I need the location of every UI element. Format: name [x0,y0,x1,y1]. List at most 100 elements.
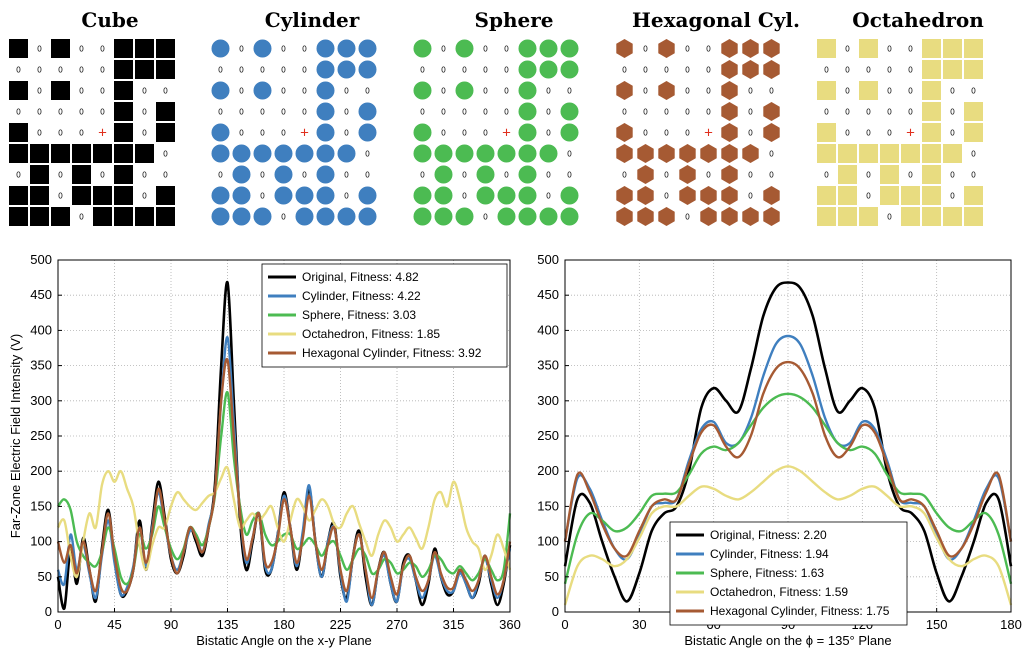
particle [679,186,696,205]
particle [964,102,983,121]
particle [358,60,377,79]
empty-cell-label: 0 [441,129,446,138]
particle [817,186,836,205]
particle [9,144,28,163]
particle [817,123,836,142]
particle [964,186,983,205]
empty-cell-label: 0 [706,87,711,96]
particle [560,60,579,79]
particle [295,144,314,163]
particle [434,186,453,205]
particle [658,81,675,100]
y-tick-label: 400 [537,322,559,337]
empty-cell-label: 0 [483,129,488,138]
particle [964,207,983,226]
empty-cell-label: 0 [260,66,265,75]
empty-cell-label: 0 [546,171,551,180]
particle [518,207,537,226]
particle [274,165,293,184]
particle [358,123,377,142]
particle [763,186,780,205]
empty-cell-label: 0 [643,45,648,54]
particle [316,123,335,142]
particle [253,81,272,100]
particle [859,207,878,226]
particle [72,144,91,163]
series-line [563,360,1013,558]
empty-cell-label: 0 [845,129,850,138]
particle [616,207,633,226]
particle [943,60,962,79]
legend-entry: Hexagonal Cylinder, Fitness: 3.92 [302,346,482,360]
particle [135,60,154,79]
particle [742,39,759,58]
legend-box [261,263,508,368]
particle [413,144,432,163]
particle [232,165,251,184]
x-tick-label: 225 [330,617,352,632]
particle [838,207,857,226]
particle [721,123,738,142]
empty-cell-label: 0 [79,108,84,117]
particle [964,60,983,79]
particle [358,39,377,58]
empty-cell-label: 0 [239,66,244,75]
particle [560,186,579,205]
empty-cell-label: 0 [664,129,669,138]
empty-cell-label: 0 [971,150,976,159]
empty-cell-label: 0 [866,108,871,117]
particle [763,39,780,58]
empty-cell-label: 0 [100,66,105,75]
y-tick-label: 200 [30,463,52,478]
legend-entry: Cylinder, Fitness: 1.94 [710,547,829,561]
empty-cell-label: 0 [260,192,265,201]
x-tick-label: 45 [107,617,121,632]
x-tick-label: 315 [443,617,465,632]
y-tick-label: 100 [537,534,559,549]
empty-cell-label: 0 [281,87,286,96]
empty-cell-label: 0 [100,171,105,180]
particle [721,60,738,79]
y-axis-label: Far-Zone Electric Field Intensity (V) [8,334,23,538]
particle [943,39,962,58]
empty-cell-label: 0 [706,66,711,75]
y-tick-label: 350 [537,358,559,373]
particle [922,144,941,163]
empty-cell-label: 0 [769,150,774,159]
particle [211,186,230,205]
center-marker: + [704,125,713,142]
particle [413,81,432,100]
empty-cell-label: 0 [58,171,63,180]
particle [358,207,377,226]
particle [880,186,899,205]
particle [295,207,314,226]
empty-cell-label: 0 [142,87,147,96]
particle [156,186,175,205]
particle [763,102,780,121]
particle [156,60,175,79]
particle [922,60,941,79]
empty-cell-label: 0 [622,66,627,75]
particle [9,123,28,142]
particle [637,186,654,205]
empty-cell-label: 0 [260,108,265,117]
particle [539,207,558,226]
empty-cell-label: 0 [546,129,551,138]
empty-cell-label: 0 [866,192,871,201]
particle [211,207,230,226]
y-tick-label: 500 [537,252,559,267]
particle [434,144,453,163]
x-tick-label: 150 [926,617,948,632]
particle [901,144,920,163]
particle [922,186,941,205]
particle [539,60,558,79]
empty-cell-label: 0 [441,45,446,54]
particle [274,186,293,205]
empty-cell-label: 0 [344,87,349,96]
empty-cell-label: 0 [748,192,753,201]
particle [518,60,537,79]
particle [9,207,28,226]
particle [156,102,175,121]
legend-entry: Sphere, Fitness: 3.03 [302,308,416,322]
empty-cell-label: 0 [546,87,551,96]
